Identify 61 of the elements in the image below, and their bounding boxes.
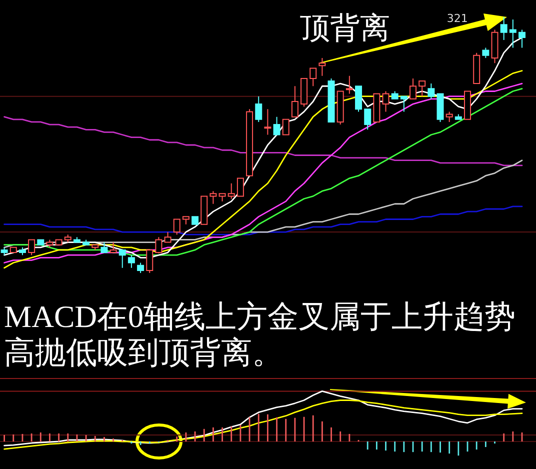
candlestick <box>364 108 372 130</box>
candlestick <box>464 90 472 120</box>
candlestick <box>509 19 516 48</box>
candlestick <box>355 86 362 112</box>
candlestick <box>291 86 298 118</box>
candlestick <box>500 16 508 41</box>
candlestick <box>300 78 308 108</box>
candlestick <box>64 234 72 243</box>
candlestick <box>173 218 180 236</box>
text: MACD在0轴线上方金叉属于上升趋势高抛低吸到顶背离。 <box>4 299 516 370</box>
candlestick <box>137 262 144 274</box>
candlestick <box>164 232 172 243</box>
candlestick <box>491 29 498 64</box>
candlestick <box>336 90 344 126</box>
candlestick <box>218 193 226 202</box>
candlestick <box>246 108 254 176</box>
candlestick <box>182 216 190 225</box>
candlestick <box>18 246 26 256</box>
annotation: 顶背离 <box>300 12 390 45</box>
candlestick <box>273 116 280 136</box>
candlestick <box>328 78 335 122</box>
candlestick <box>382 90 390 112</box>
candlestick <box>200 196 208 225</box>
candlestick <box>146 249 154 274</box>
candlestick <box>346 75 353 94</box>
candlestick <box>428 83 435 100</box>
candlestick <box>37 239 44 246</box>
candlestick <box>110 242 117 254</box>
candlestick <box>518 29 526 48</box>
candlestick <box>46 239 54 248</box>
candlestick <box>418 80 426 97</box>
candlestick <box>118 249 126 268</box>
candlestick <box>373 93 380 122</box>
candlestick <box>10 246 17 254</box>
candlestick <box>255 96 262 122</box>
candlestick <box>310 68 317 87</box>
candlestick <box>454 114 462 120</box>
candlestick <box>0 246 8 256</box>
candlestick <box>73 236 80 243</box>
candlestick <box>318 57 326 76</box>
candlestick <box>436 93 444 122</box>
candlestick <box>473 52 480 84</box>
candlestick <box>482 47 490 58</box>
annotation: 321 <box>446 12 468 25</box>
candlestick <box>28 239 36 256</box>
candlestick <box>210 190 217 204</box>
candlestick <box>128 254 135 268</box>
candlestick <box>410 78 417 100</box>
candlestick <box>55 239 62 246</box>
candlestick <box>282 118 290 136</box>
candlestick <box>155 236 162 254</box>
candlestick <box>400 96 408 112</box>
candlestick <box>391 90 398 100</box>
candlestick <box>446 111 453 122</box>
candlestick <box>100 242 108 254</box>
candlestick <box>192 216 199 225</box>
candlestick <box>236 178 244 197</box>
candlestick <box>228 182 235 200</box>
candlestick <box>264 108 272 136</box>
candlestick <box>82 239 90 246</box>
candlestick <box>92 244 99 250</box>
